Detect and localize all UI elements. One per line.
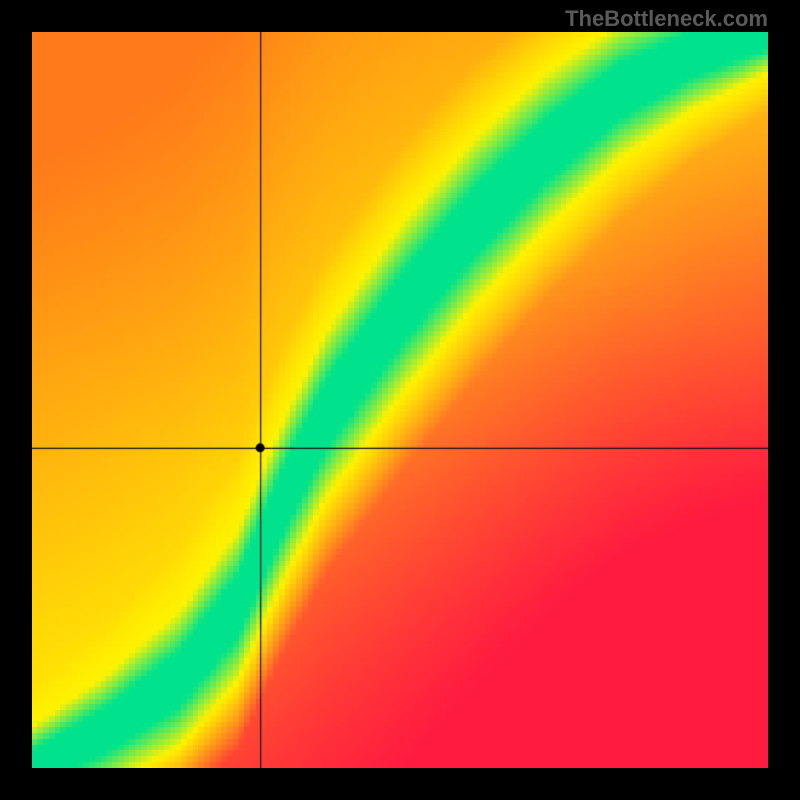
heatmap-plot	[32, 32, 768, 768]
chart-container: TheBottleneck.com	[0, 0, 800, 800]
watermark-label: TheBottleneck.com	[565, 6, 768, 32]
